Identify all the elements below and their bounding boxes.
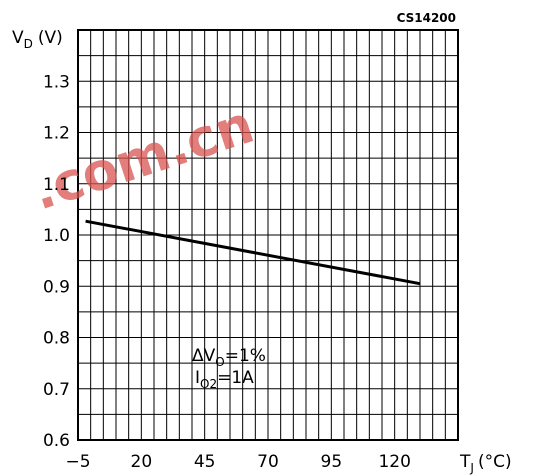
y-tick-label: 0.6 <box>43 431 70 451</box>
x-tick-label: 70 <box>257 452 279 472</box>
y-axis-label-unit: (V) <box>38 28 63 48</box>
annotation-1-main: ΔV <box>192 346 216 366</box>
y-tick-label: 0.9 <box>43 277 70 297</box>
plot-frame <box>77 29 459 441</box>
annotation-box: ΔVO=1% IO2=1A <box>192 346 266 391</box>
y-axis-label-sub: D <box>24 37 33 51</box>
grid <box>78 30 458 440</box>
x-axis-label-unit: (°C) <box>478 452 512 472</box>
x-tick-label: −5 <box>65 452 90 472</box>
y-tick-label: 1.0 <box>43 226 70 246</box>
x-axis-label: TJ (°C) <box>459 452 512 475</box>
annotation-line-2: IO2=1A <box>195 368 254 391</box>
series-layer <box>85 219 421 286</box>
annotation-2-main: I <box>195 368 200 388</box>
y-axis-label-main: V <box>12 28 24 48</box>
figure-code: CS14200 <box>397 11 456 25</box>
y-tick-labels: 0.6 0.7 0.8 0.9 1.0 1.1 1.2 1.3 <box>43 72 70 451</box>
annotation-1-rest: =1% <box>225 346 266 366</box>
x-tick-label: 45 <box>194 452 216 472</box>
y-tick-label: 1.1 <box>43 175 70 195</box>
series-line <box>85 219 421 286</box>
watermark: .com.cn <box>25 95 260 223</box>
x-tick-label: 95 <box>321 452 343 472</box>
annotation-2-rest: =1A <box>217 368 254 388</box>
x-axis-label-main: T <box>459 452 471 472</box>
watermark-text: .com.cn <box>25 95 260 223</box>
y-tick-label: 0.8 <box>43 329 70 349</box>
annotation-1-sub: O <box>215 355 224 369</box>
y-axis-label: VD (V) <box>12 28 63 51</box>
y-tick-label: 1.2 <box>43 124 70 144</box>
annotation-line-1: ΔVO=1% <box>192 346 266 369</box>
x-tick-label: 120 <box>378 452 410 472</box>
annotation-2-sub: O2 <box>200 377 217 391</box>
y-tick-label: 1.3 <box>43 72 70 92</box>
x-tick-label: 20 <box>131 452 153 472</box>
y-tick-label: 0.7 <box>43 380 70 400</box>
x-tick-labels: −5 20 45 70 95 120 <box>65 452 410 472</box>
x-axis-label-sub: J <box>469 461 474 475</box>
